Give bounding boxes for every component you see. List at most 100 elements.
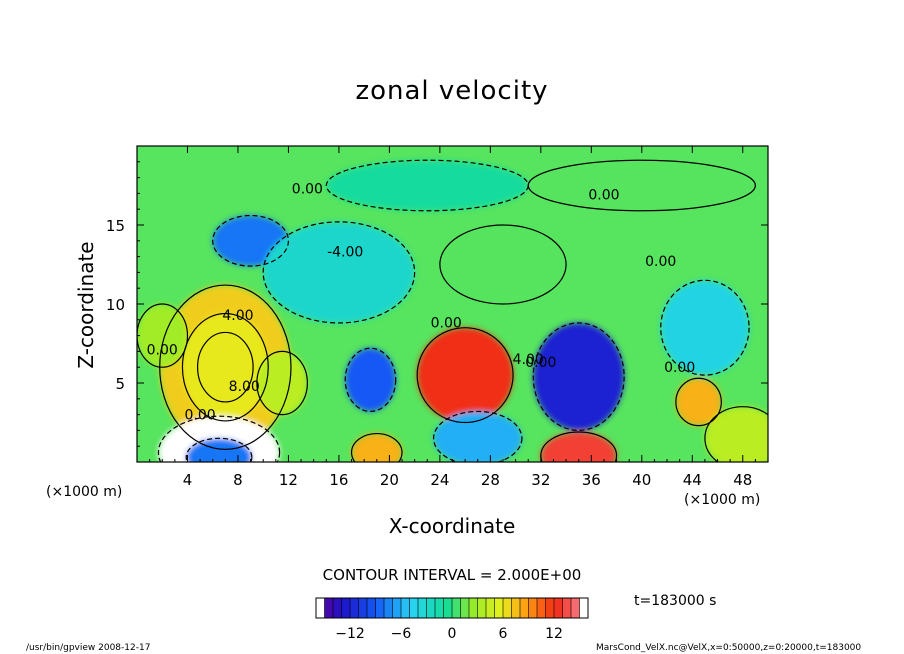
colorbar-cell xyxy=(537,598,546,618)
colorbar-cell xyxy=(477,598,487,618)
contour-line xyxy=(432,410,523,462)
colorbar-cell xyxy=(418,598,427,618)
contour-line xyxy=(262,221,416,324)
colorbar-cell xyxy=(511,598,521,618)
contour-line xyxy=(344,347,397,413)
contour-line xyxy=(157,415,281,462)
colorbar-cell xyxy=(545,598,555,618)
contour-label: 4.00 xyxy=(513,352,544,368)
contour-label: 0.00 xyxy=(292,181,323,197)
y-tick-label: 5 xyxy=(115,375,125,393)
contour-label: -4.00 xyxy=(327,245,363,261)
colorbar-tick-label: −12 xyxy=(335,626,365,642)
field-region xyxy=(345,348,396,412)
contour-line xyxy=(196,331,254,403)
field-region xyxy=(417,327,514,423)
colorbar-cell xyxy=(452,598,461,618)
field-region xyxy=(540,431,617,462)
colorbar-cell xyxy=(384,598,393,618)
colorbar-cell xyxy=(333,598,342,618)
contour-line xyxy=(675,377,722,427)
contour-line xyxy=(416,327,514,424)
time-label: t=183000 s xyxy=(634,593,717,609)
colorbar-cell xyxy=(579,598,589,618)
contour-label: 0.00 xyxy=(645,254,676,270)
contour-line xyxy=(256,350,308,416)
colorbar-cell xyxy=(401,598,410,618)
field-region xyxy=(263,221,415,323)
colorbar-cell xyxy=(443,598,453,618)
field-region xyxy=(326,160,529,211)
field-region xyxy=(439,225,567,304)
contour-line xyxy=(181,312,269,422)
colorbar-tick-label: −6 xyxy=(391,626,412,642)
field-region xyxy=(704,406,768,462)
x-tick-label: 48 xyxy=(733,471,752,489)
x-tick-label: 28 xyxy=(481,471,500,489)
contour-line xyxy=(527,159,756,212)
colorbar-tick-label: 6 xyxy=(499,626,508,642)
field-region xyxy=(675,378,722,426)
contour-line xyxy=(660,279,750,376)
y-tick-label: 10 xyxy=(106,296,125,314)
field-region xyxy=(433,411,522,462)
contour-line xyxy=(212,214,290,267)
field-region xyxy=(528,160,756,211)
colorbar-cell xyxy=(350,598,359,618)
contour-interval-label: CONTOUR INTERVAL = 2.000E+00 xyxy=(322,566,582,584)
contour-line xyxy=(704,406,768,462)
x-tick-label: 4 xyxy=(183,471,193,489)
contour-line xyxy=(439,224,567,305)
colorbar-cell xyxy=(358,598,368,618)
colorbar-frame xyxy=(315,597,589,619)
x-tick-label: 44 xyxy=(683,471,702,489)
colorbar-cell xyxy=(486,598,495,618)
field-region xyxy=(197,332,254,402)
field-region xyxy=(351,433,403,462)
x-tick-label: 12 xyxy=(279,471,298,489)
colorbar-tick-label: 12 xyxy=(545,626,563,642)
z-unit-label: (×1000 m) xyxy=(46,484,123,500)
colorbar-cell xyxy=(520,598,529,618)
colorbar-cell xyxy=(392,598,402,618)
contour-label: 0.00 xyxy=(147,343,178,359)
footer-left: /usr/bin/gpview 2008-12-17 xyxy=(26,643,151,653)
colorbar-cell xyxy=(426,598,436,618)
contour-label: 0.00 xyxy=(525,355,556,371)
contour-label: 0.00 xyxy=(431,316,462,332)
x-tick-label: 32 xyxy=(531,471,550,489)
colorbar-cell xyxy=(367,598,376,618)
x-tick-label: 24 xyxy=(430,471,449,489)
contour-label: 0.00 xyxy=(588,188,619,204)
colorbar-cell xyxy=(409,598,419,618)
colorbar-tick-label: 0 xyxy=(448,626,457,642)
contour-label: 0.00 xyxy=(664,360,695,376)
contour-label: 4.00 xyxy=(222,308,253,324)
colorbar-cell xyxy=(528,598,538,618)
colorbar-cell xyxy=(316,598,325,618)
x-tick-label: 8 xyxy=(233,471,243,489)
contour-line xyxy=(185,437,253,462)
colorbar-cell xyxy=(571,598,580,618)
y-tick-label: 15 xyxy=(106,217,125,235)
field-region xyxy=(137,304,188,368)
colorbar-cell xyxy=(469,598,478,618)
colorbar-cell xyxy=(494,598,504,618)
colorbar-cell xyxy=(375,598,385,618)
x-axis-label: X-coordinate xyxy=(388,514,516,538)
colorbar-cell xyxy=(324,598,334,618)
colorbar-cell xyxy=(503,598,512,618)
field-region xyxy=(533,322,625,431)
x-tick-label: 16 xyxy=(329,471,348,489)
contour-label: 8.00 xyxy=(229,379,260,395)
chart-title: zonal velocity xyxy=(355,76,549,106)
footer-right: MarsCond_VelX.nc@VelX,x=0:50000,z=0:2000… xyxy=(596,643,862,653)
colorbar-cell xyxy=(341,598,351,618)
colorbar-cell xyxy=(460,598,470,618)
x-tick-label: 40 xyxy=(632,471,651,489)
contour-label: 0.00 xyxy=(185,407,216,423)
x-tick-label: 36 xyxy=(582,471,601,489)
field-layer xyxy=(137,159,768,462)
field-region xyxy=(256,351,308,415)
